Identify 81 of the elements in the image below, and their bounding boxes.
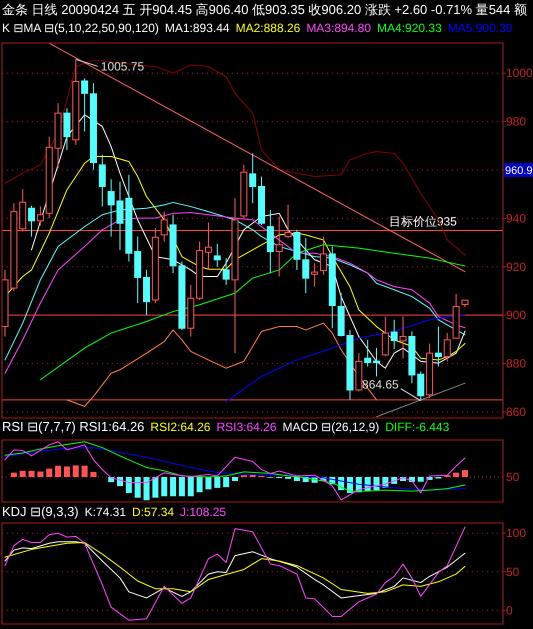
bar xyxy=(20,470,26,477)
text: RSI3:64.26 xyxy=(216,420,277,434)
bar xyxy=(453,472,460,477)
candlestick xyxy=(346,329,354,400)
candlestick xyxy=(444,332,451,362)
series-label: K:74.31 xyxy=(84,505,126,519)
y-tick-label: 860 xyxy=(506,404,526,419)
legend-label: RSI2:64.26 xyxy=(150,420,211,434)
chart-title: KDJ ⊟(9,3,3) xyxy=(2,504,79,519)
text: DIFF:-6.443 xyxy=(385,420,450,434)
bar xyxy=(294,476,300,481)
bar xyxy=(134,476,141,498)
candlestick xyxy=(204,222,212,270)
candlestick xyxy=(214,243,221,268)
series-label: J:108.25 xyxy=(180,505,226,519)
candlestick xyxy=(54,102,62,169)
y-tick-label: 1000 xyxy=(506,66,533,80)
bar xyxy=(188,476,194,496)
bar xyxy=(418,476,424,482)
candlestick xyxy=(320,236,327,276)
line-series xyxy=(4,59,466,256)
candlestick xyxy=(364,339,372,367)
candlestick xyxy=(143,269,150,316)
y-tick-label: 920 xyxy=(506,260,526,274)
candlestick xyxy=(90,82,97,170)
candlestick xyxy=(170,214,177,274)
bar xyxy=(214,476,220,488)
candlestick xyxy=(276,216,283,277)
bar xyxy=(178,476,185,496)
candlestick xyxy=(231,198,238,354)
bar xyxy=(126,476,132,493)
candlestick xyxy=(373,348,380,377)
text: MA4:920.33 xyxy=(377,21,442,35)
y-tick-label: 0 xyxy=(506,603,513,618)
annotation: 1005.75 xyxy=(100,59,144,74)
chart-title: RSI ⊟(7,7,7) RSI1:64.26 xyxy=(2,419,144,434)
bar xyxy=(144,476,150,500)
bar xyxy=(161,476,168,496)
text: 960.9 xyxy=(505,165,533,178)
bar xyxy=(37,472,44,477)
bar xyxy=(205,476,212,490)
y-tick-label: 50 xyxy=(506,564,520,579)
text: D:57.34 xyxy=(132,505,174,519)
candlestick xyxy=(222,258,230,286)
candlestick xyxy=(434,326,442,367)
chart-subtitle: K ⊟MA ⊟(5,10,22,50,90,120) xyxy=(2,21,159,35)
bar xyxy=(72,465,79,477)
bar xyxy=(223,476,230,488)
bar xyxy=(462,470,468,477)
text: MA3:894.80 xyxy=(306,21,372,35)
y2-axis-title: MACD ⊟(26,12,9) xyxy=(282,420,380,434)
candlestick xyxy=(266,209,274,274)
y-tick-label: 940 xyxy=(506,211,526,226)
bar xyxy=(196,476,203,492)
candlestick xyxy=(72,58,80,146)
bar xyxy=(64,466,70,477)
candlestick xyxy=(328,246,336,329)
y-tick-label: 880 xyxy=(506,356,526,371)
candlestick xyxy=(311,262,318,288)
y-tick-label: 900 xyxy=(506,308,526,322)
text: MA2:888.26 xyxy=(236,21,301,35)
candlestick xyxy=(2,269,9,337)
bar xyxy=(152,476,158,498)
bar xyxy=(46,468,52,477)
text: MA1:893.44 xyxy=(164,21,230,35)
y-tick-label: 100 xyxy=(506,526,526,540)
bar xyxy=(170,476,176,496)
chart-title: 金条 日线 20090424 五 开904.45 高906.40 低903.35 收906.20 涨跌 +2.60 -0.71% 量544 额 xyxy=(2,2,528,17)
bar xyxy=(55,466,62,477)
bar xyxy=(232,476,238,481)
candlestick xyxy=(98,154,106,208)
ref-line-label: 目标价位935 xyxy=(388,214,458,228)
candlestick xyxy=(400,316,407,359)
y-tick-label: 980 xyxy=(506,114,526,129)
candlestick xyxy=(390,319,398,350)
bar xyxy=(90,472,96,477)
bar xyxy=(28,470,35,477)
text: MA5:900.30 xyxy=(448,21,513,35)
candlestick xyxy=(249,152,256,204)
bar xyxy=(10,472,17,477)
bar xyxy=(82,466,88,477)
